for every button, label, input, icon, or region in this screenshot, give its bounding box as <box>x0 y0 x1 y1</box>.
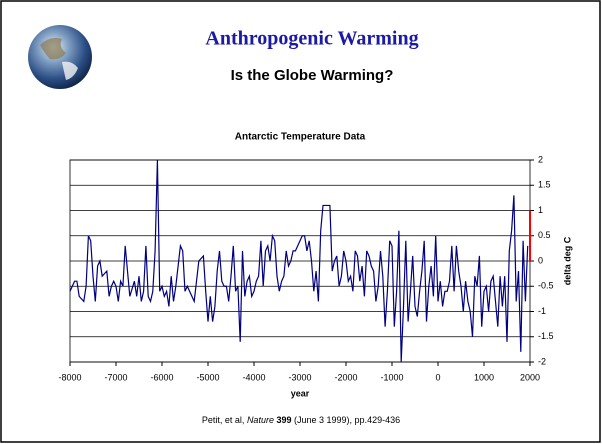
y-tick-label: 0.5 <box>538 230 551 240</box>
chart-title: Antarctic Temperature Data <box>235 132 366 143</box>
y-tick-label: -1 <box>538 306 546 316</box>
x-tick-label: -7000 <box>104 372 127 382</box>
y-tick-label: -1.5 <box>538 331 554 341</box>
x-tick-label: 1000 <box>474 372 494 382</box>
series-line <box>69 159 529 363</box>
x-tick-label: -6000 <box>150 372 173 382</box>
x-tick-label: -8000 <box>58 372 81 382</box>
citation-journal: Nature <box>246 415 274 425</box>
y-axis-label: delta deg C <box>562 236 572 285</box>
citation-text: Petit, et al, <box>201 415 245 425</box>
globe-cloud <box>62 61 78 80</box>
y-tick-label: -2 <box>538 356 546 366</box>
x-tick-label: 2000 <box>520 372 540 382</box>
x-tick-label: -4000 <box>242 372 265 382</box>
y-tick-label: 0 <box>538 255 543 265</box>
x-tick-label: -3000 <box>288 372 311 382</box>
citation: Petit, et al, Nature 399 (June 3 1999), … <box>0 415 602 425</box>
x-axis-label: year <box>291 388 310 398</box>
slide-subtitle: Is the Globe Warming? <box>231 67 394 84</box>
y-tick-label: -0.5 <box>538 281 554 291</box>
slide-title: Anthropogenic Warming <box>205 28 418 50</box>
y-tick-label: 2 <box>538 154 543 164</box>
globe-land <box>40 37 66 60</box>
citation-volume: 399 <box>276 415 292 425</box>
x-tick-label: 0 <box>435 372 440 382</box>
x-tick-label: -2000 <box>334 372 357 382</box>
x-tick-label: -1000 <box>380 372 403 382</box>
x-tick-label: -5000 <box>196 372 219 382</box>
citation-text: (June 3 1999), pp.429-436 <box>294 415 401 425</box>
y-tick-label: 1 <box>538 205 543 215</box>
y-tick-label: 1.5 <box>538 180 551 190</box>
